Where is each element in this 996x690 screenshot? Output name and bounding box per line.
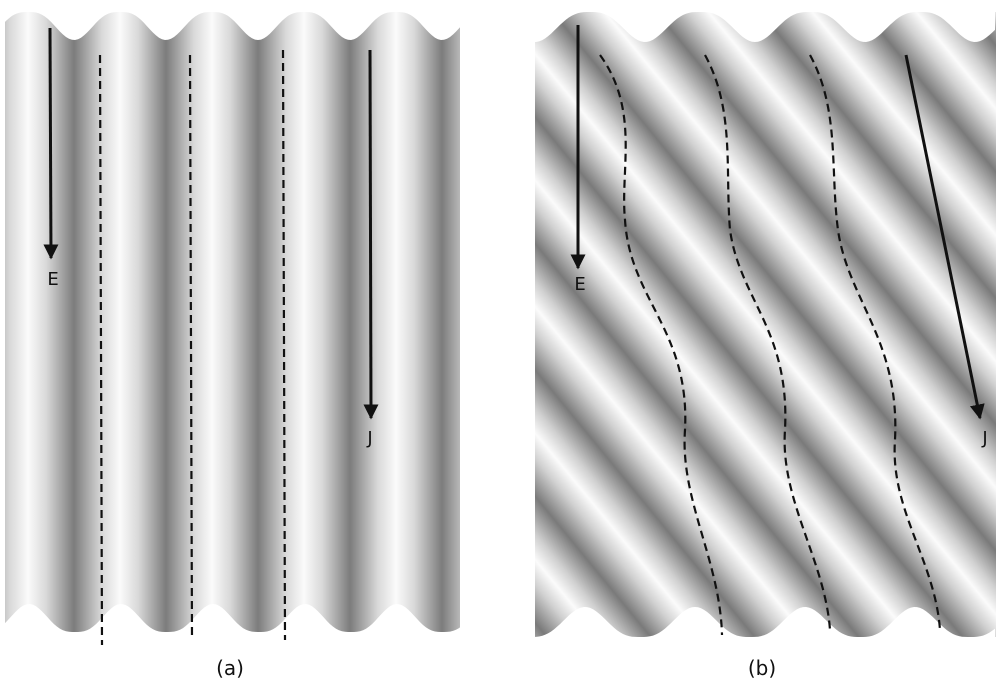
arrow-label: E <box>47 269 58 290</box>
dashed-line <box>188 54 194 641</box>
edge <box>0 0 465 40</box>
arrow-label: J <box>981 428 987 449</box>
caption: (b) <box>748 656 776 680</box>
arrow <box>904 54 985 420</box>
dashed-line <box>704 54 832 631</box>
edge <box>0 604 465 690</box>
dashed-line <box>98 54 104 646</box>
edge <box>530 0 996 42</box>
dashed-line <box>281 49 287 641</box>
edge <box>530 607 996 690</box>
arrow <box>43 27 59 260</box>
stripes <box>5 12 460 632</box>
arrow-label: J <box>366 428 372 449</box>
panel-b: E J (b) <box>530 0 996 690</box>
arrow <box>363 49 379 420</box>
caption: (a) <box>216 656 244 680</box>
dashed-line <box>809 54 942 631</box>
arrow-label: E <box>574 274 585 295</box>
panel-a: E J (a) <box>0 0 465 690</box>
dashed-line <box>599 54 724 636</box>
